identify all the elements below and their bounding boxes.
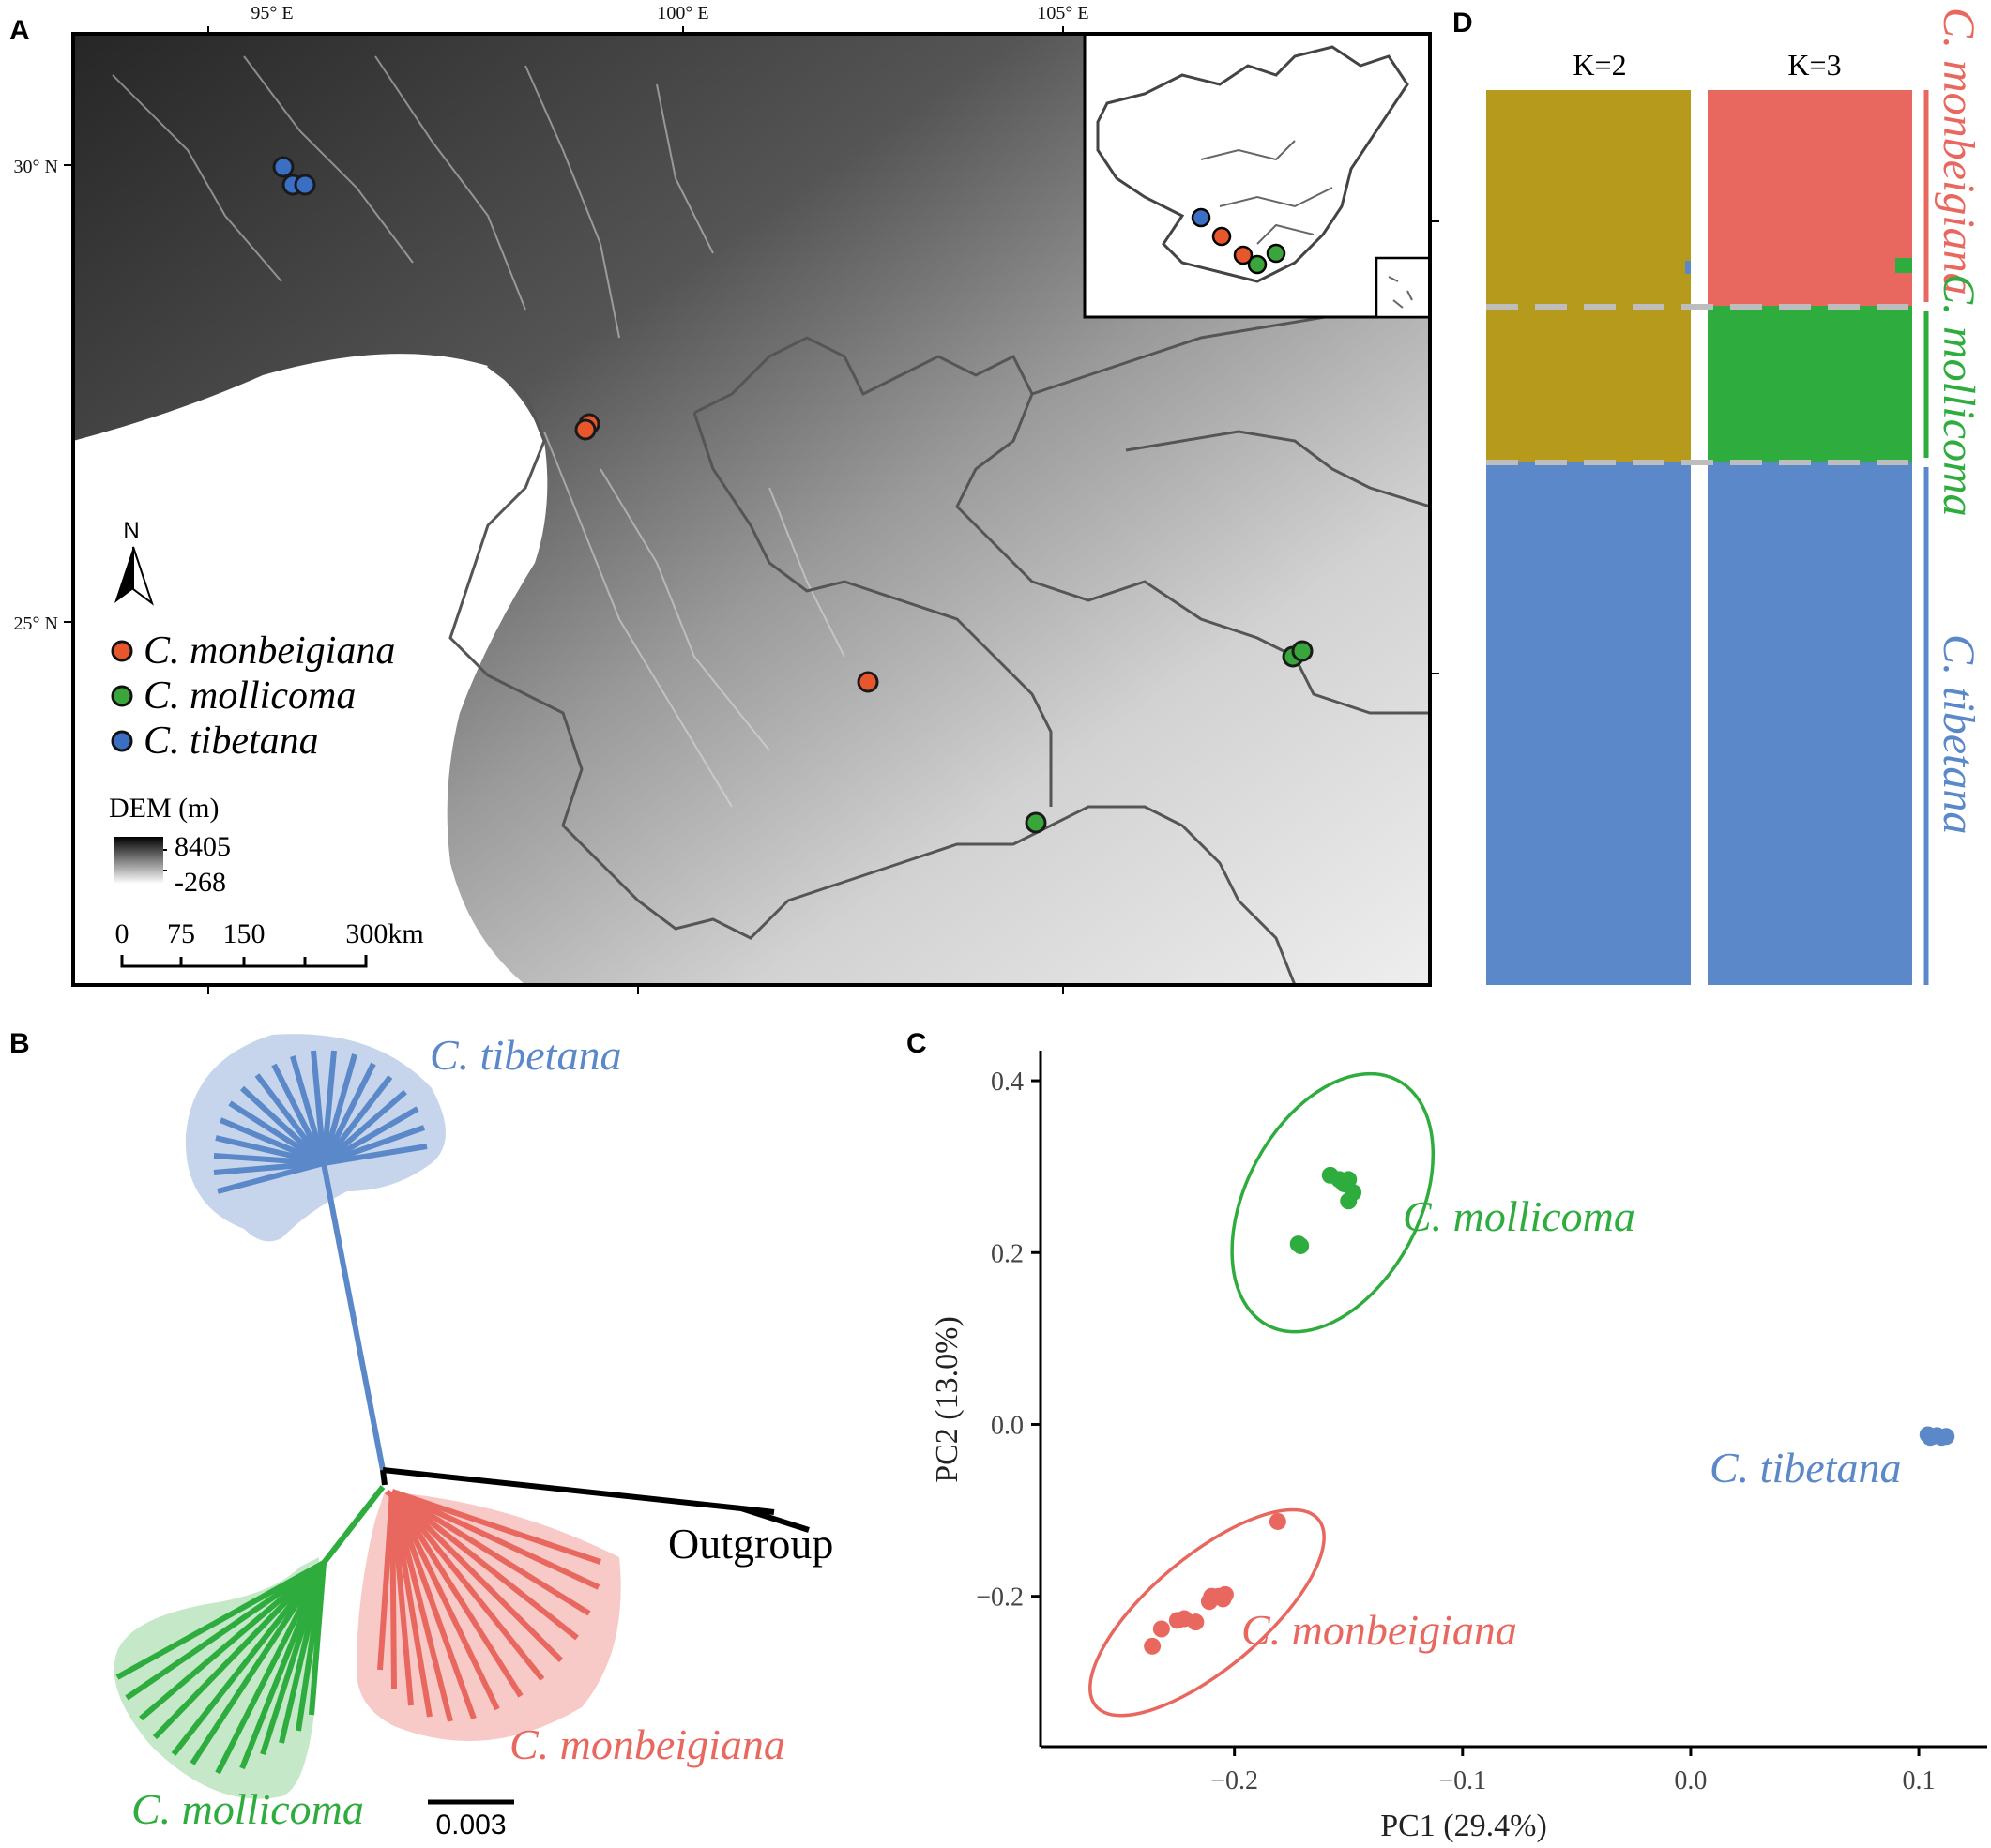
pca-point-tibetana bbox=[1922, 1429, 1939, 1447]
sample-sites bbox=[272, 156, 1314, 834]
tree-branches-tibetana bbox=[213, 1050, 428, 1471]
pca-y-tick-label: 0.4 bbox=[991, 1068, 1024, 1097]
dem-colorbar bbox=[114, 837, 163, 884]
side-label-mollicoma: C. mollicoma bbox=[1934, 274, 1983, 517]
pca-y-axis-label: PC2 (13.0%) bbox=[930, 1316, 965, 1483]
site-mollicoma-3 bbox=[1291, 640, 1314, 662]
pca-x-tick-label: −0.2 bbox=[1210, 1766, 1258, 1795]
lat-tick-25: 25° N bbox=[14, 613, 58, 634]
pca-point-monbeigiana bbox=[1152, 1620, 1170, 1638]
site-tibetana-1 bbox=[272, 156, 295, 178]
panel-letter-b: B bbox=[9, 1028, 30, 1059]
coordinate-ticks bbox=[64, 26, 1439, 994]
dem-max: 8405 bbox=[175, 831, 231, 862]
map-frame bbox=[71, 32, 1432, 987]
svg-text:150: 150 bbox=[223, 918, 266, 949]
pca-y-tick-label: −0.2 bbox=[976, 1583, 1024, 1613]
dem-title: DEM (m) bbox=[109, 793, 219, 824]
pca-ellipses bbox=[1088, 1071, 1436, 1718]
pca-point-monbeigiana bbox=[1214, 1590, 1232, 1608]
panel-letter-a: A bbox=[9, 15, 30, 46]
pca-label-mollicoma: C. mollicoma bbox=[1403, 1192, 1635, 1240]
pca-x-axis-label: PC1 (29.4%) bbox=[1380, 1809, 1547, 1843]
tree-branches-mollicoma bbox=[115, 1485, 386, 1775]
province-boundaries bbox=[448, 298, 1430, 985]
legend-mollicoma: C. mollicoma bbox=[144, 674, 356, 718]
clade-label-outgroup: Outgroup bbox=[668, 1520, 833, 1568]
clade-label-monbeigiana: C. monbeigiana bbox=[509, 1720, 785, 1768]
pca-point-monbeigiana bbox=[1144, 1637, 1162, 1655]
legend-tibetana: C. tibetana bbox=[144, 720, 319, 763]
site-monbeigiana-2 bbox=[574, 418, 597, 441]
pca-x-tick-label: −0.1 bbox=[1438, 1766, 1486, 1795]
elevation-map bbox=[73, 34, 1430, 985]
site-monbeigiana-3 bbox=[857, 671, 879, 693]
structure-k3-bar bbox=[1708, 90, 1912, 985]
pca-point-monbeigiana bbox=[1200, 1593, 1218, 1611]
pca-ellipse-mollicoma bbox=[1230, 1071, 1436, 1334]
pca-label-tibetana: C. tibetana bbox=[1710, 1444, 1901, 1492]
tree-branches-outgroup bbox=[380, 1467, 810, 1533]
svg-text:75: 75 bbox=[167, 918, 195, 949]
lon-tick-100: 100° E bbox=[657, 3, 708, 23]
pca-point-monbeigiana bbox=[1176, 1610, 1193, 1628]
lon-tick-105: 105° E bbox=[1037, 3, 1088, 23]
pca-point-mollicoma bbox=[1292, 1236, 1310, 1254]
north-label: N bbox=[123, 518, 139, 543]
side-label-tibetana: C. tibetana bbox=[1934, 634, 1983, 834]
pca-point-mollicoma bbox=[1340, 1192, 1358, 1210]
pca-point-tibetana bbox=[1938, 1428, 1955, 1446]
dem-min: -268 bbox=[175, 867, 226, 898]
pca-x-tick-label: 0.1 bbox=[1903, 1766, 1936, 1795]
k3-label: K=3 bbox=[1787, 48, 1841, 82]
structure-k2-bar bbox=[1486, 90, 1691, 985]
lon-tick-95: 95° E bbox=[251, 3, 293, 23]
panel-a: A bbox=[9, 3, 1439, 994]
svg-text:300km: 300km bbox=[345, 918, 423, 949]
panel-letter-d: D bbox=[1452, 8, 1473, 38]
site-mollicoma-1 bbox=[1025, 811, 1047, 834]
panel-b: B bbox=[9, 1028, 833, 1840]
pca-ticks: −0.2 −0.1 0.0 0.1 −0.2 0.0 0.2 0.4 bbox=[976, 1068, 1935, 1795]
panel-c: C −0.2 −0.1 0.0 0.1 −0.2 0.0 0.2 0.4 PC1 (29.4%… bbox=[906, 1028, 1987, 1843]
side-label-monbeigiana: C. monbeigiana bbox=[1934, 8, 1983, 295]
pca-point-monbeigiana bbox=[1269, 1512, 1286, 1530]
site-tibetana-3 bbox=[294, 174, 316, 196]
pca-y-tick-label: 0.0 bbox=[991, 1411, 1024, 1440]
k2-label: K=2 bbox=[1573, 48, 1626, 82]
pca-x-tick-label: 0.0 bbox=[1674, 1766, 1707, 1795]
svg-text:0: 0 bbox=[115, 918, 129, 949]
scale-bar: 0 75 150 300km bbox=[115, 918, 424, 968]
pca-ellipse-monbeigiana bbox=[1088, 1507, 1326, 1718]
pca-point-mollicoma bbox=[1340, 1171, 1358, 1189]
map-legend: C. monbeigiana C. mollicoma C. tibetana bbox=[111, 629, 395, 763]
tree-branches-monbeigiana bbox=[377, 1489, 601, 1722]
pca-y-tick-label: 0.2 bbox=[991, 1239, 1024, 1268]
clade-label-tibetana: C. tibetana bbox=[430, 1031, 621, 1079]
lat-tick-30: 30° N bbox=[14, 157, 58, 177]
pca-axes bbox=[1039, 1051, 1987, 1749]
tree-scale-label: 0.003 bbox=[435, 1810, 506, 1840]
pca-points bbox=[1144, 1166, 1955, 1655]
panel-d: D K=2 K=3 C. monbeigiana C. mollicoma C.… bbox=[1452, 8, 1983, 985]
panel-letter-c: C bbox=[906, 1028, 927, 1059]
legend-monbeigiana: C. monbeigiana bbox=[144, 629, 395, 673]
clade-label-mollicoma: C. mollicoma bbox=[131, 1785, 364, 1833]
north-arrow-icon bbox=[114, 546, 154, 606]
pca-label-monbeigiana: C. monbeigiana bbox=[1241, 1606, 1517, 1654]
